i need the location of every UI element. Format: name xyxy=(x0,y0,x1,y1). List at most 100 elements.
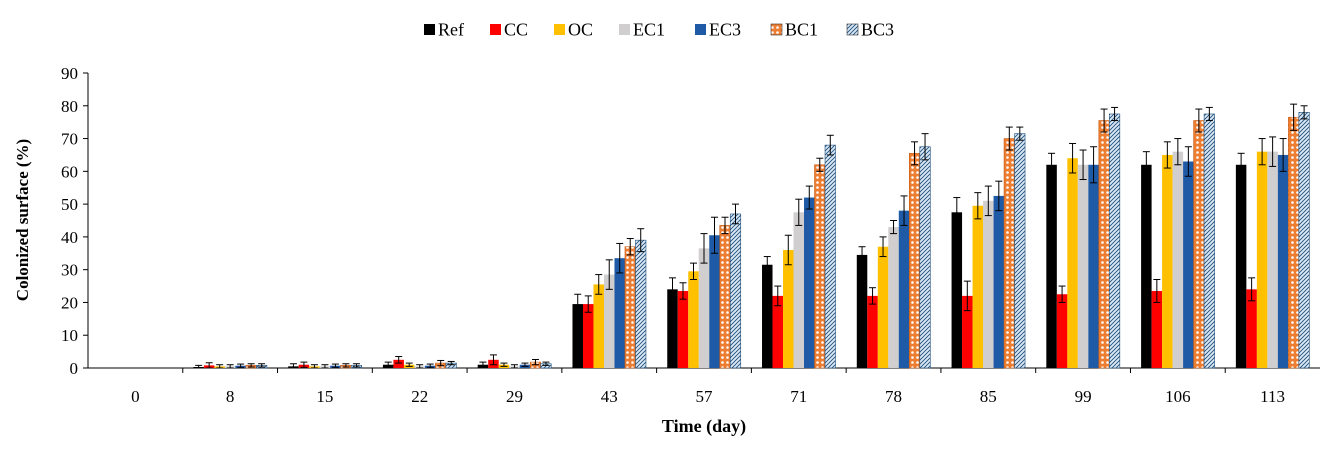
bar-ec1-day-106 xyxy=(1172,151,1184,368)
error-bar-cc-day-106 xyxy=(1153,279,1161,303)
error-bar-ref-day-106 xyxy=(1142,151,1150,179)
bar-ref-day-106 xyxy=(1141,164,1152,368)
error-bar-cc-day-43 xyxy=(584,295,592,313)
bar-bc3-day-71 xyxy=(824,144,836,369)
legend-label: EC3 xyxy=(709,20,741,40)
x-tick-label: 85 xyxy=(980,387,997,406)
x-tick-label: 113 xyxy=(1260,387,1285,406)
bar-ref-day-113 xyxy=(1235,164,1247,368)
legend-swatch xyxy=(846,23,859,36)
bars xyxy=(193,112,1310,369)
error-bar-bc3-day-57 xyxy=(732,203,739,225)
legend-label: BC1 xyxy=(785,20,818,40)
x-tick-label: 71 xyxy=(790,387,807,406)
y-tick-label: 10 xyxy=(61,326,78,345)
x-tick-label: 57 xyxy=(696,387,714,406)
y-tick-label: 50 xyxy=(61,195,78,214)
error-bar-ec3-day-29 xyxy=(521,362,529,367)
error-bar-bc3-day-99 xyxy=(1111,106,1119,122)
x-tick-label: 78 xyxy=(885,387,902,406)
error-bar-ec1-day-106 xyxy=(1174,138,1182,166)
x-tick-label: 99 xyxy=(1075,387,1092,406)
error-bar-ec1-day-8 xyxy=(226,364,234,369)
error-bar-ec1-day-85 xyxy=(984,185,992,217)
bar-ref-day-43 xyxy=(572,304,583,368)
bar-ec3-day-85 xyxy=(993,195,1005,368)
error-bar-bc3-day-29 xyxy=(542,361,550,366)
error-bar-ec1-day-99 xyxy=(1079,149,1087,181)
bar-bc3-day-99 xyxy=(1109,113,1121,369)
bar-ec3-day-99 xyxy=(1088,164,1099,368)
error-bar-bc1-day-99 xyxy=(1100,108,1108,133)
bar-oc-day-85 xyxy=(972,205,984,368)
bar-ec1-day-85 xyxy=(983,200,994,368)
error-bar-bc1-day-71 xyxy=(816,157,824,172)
bar-bc1-day-43 xyxy=(624,246,636,369)
legend-swatch xyxy=(554,24,565,35)
bar-ec3-day-78 xyxy=(898,210,910,368)
error-bar-oc-day-71 xyxy=(784,234,792,266)
error-bar-oc-day-99 xyxy=(1069,142,1077,174)
error-bar-ec3-day-85 xyxy=(995,180,1003,212)
bar-ec3-day-71 xyxy=(804,197,815,368)
error-bar-cc-day-15 xyxy=(300,361,308,368)
bar-ec1-day-99 xyxy=(1077,164,1089,368)
error-bar-bc3-day-106 xyxy=(1205,106,1213,122)
legend-label: EC1 xyxy=(633,20,665,40)
y-tick-label: 90 xyxy=(61,64,78,83)
error-bar-oc-day-106 xyxy=(1163,141,1171,169)
bar-ec3-day-57 xyxy=(709,235,720,368)
x-axis-label: Time (day) xyxy=(662,416,746,437)
error-bar-bc3-day-71 xyxy=(826,134,834,156)
error-bar-cc-day-8 xyxy=(205,362,213,369)
bar-bc1-day-113 xyxy=(1288,116,1300,369)
bar-bc1-day-99 xyxy=(1098,120,1110,369)
bar-ref-day-99 xyxy=(1046,164,1057,368)
error-bar-bc3-day-78 xyxy=(921,133,929,161)
error-bar-ec3-day-8 xyxy=(237,363,245,368)
bar-oc-day-57 xyxy=(688,271,699,368)
error-bar-bc1-day-29 xyxy=(531,358,539,366)
error-bar-bc1-day-57 xyxy=(721,216,729,235)
bar-cc-day-106 xyxy=(1151,290,1163,368)
x-tick-label: 15 xyxy=(316,387,333,406)
error-bar-ref-day-71 xyxy=(763,256,771,274)
x-axis: 0 8 15 22 29 43 57 71 78 85 99 106 113 xyxy=(88,367,1320,406)
legend: Ref CC OC EC1 EC3 BC1 BC3 xyxy=(424,20,894,40)
bar-ec1-day-57 xyxy=(698,248,710,368)
bar-oc-day-106 xyxy=(1162,154,1173,368)
error-bar-bc1-day-78 xyxy=(911,141,919,166)
x-tick-label: 106 xyxy=(1165,387,1191,406)
bar-bc1-day-85 xyxy=(1003,138,1015,369)
error-bar-cc-day-29 xyxy=(489,354,497,366)
error-bar-cc-day-113 xyxy=(1248,277,1256,302)
bar-cc-day-113 xyxy=(1246,289,1257,368)
error-bar-bc1-day-113 xyxy=(1290,103,1298,131)
error-bar-ref-day-113 xyxy=(1237,152,1245,177)
error-bar-oc-day-78 xyxy=(879,236,887,258)
y-tick-label: 40 xyxy=(61,228,78,247)
legend-swatch xyxy=(619,24,630,35)
error-bar-ref-day-99 xyxy=(1048,152,1056,177)
error-bar-bc3-day-113 xyxy=(1300,105,1308,120)
error-bar-ec3-day-78 xyxy=(900,195,908,226)
bar-cc-day-71 xyxy=(772,295,784,368)
error-bar-ec3-day-57 xyxy=(711,216,718,254)
legend-item-ec3: EC3 xyxy=(695,20,741,40)
legend-item-bc1: BC1 xyxy=(770,20,818,40)
error-bar-ec1-day-71 xyxy=(795,198,803,226)
legend-item-cc: CC xyxy=(490,20,528,40)
bar-ec1-day-71 xyxy=(793,212,805,368)
error-bar-ref-day-43 xyxy=(574,293,582,315)
legend-label: OC xyxy=(568,20,593,40)
bar-cc-day-99 xyxy=(1056,294,1068,368)
legend-item-bc3: BC3 xyxy=(846,20,894,40)
error-bar-ref-day-22 xyxy=(384,361,392,368)
bar-bc3-day-85 xyxy=(1014,133,1026,369)
bar-ec3-day-43 xyxy=(614,258,625,368)
bar-ref-day-57 xyxy=(667,289,678,368)
error-bar-ref-day-15 xyxy=(289,363,297,369)
error-bar-oc-day-15 xyxy=(310,364,318,369)
legend-label: Ref xyxy=(438,20,464,40)
